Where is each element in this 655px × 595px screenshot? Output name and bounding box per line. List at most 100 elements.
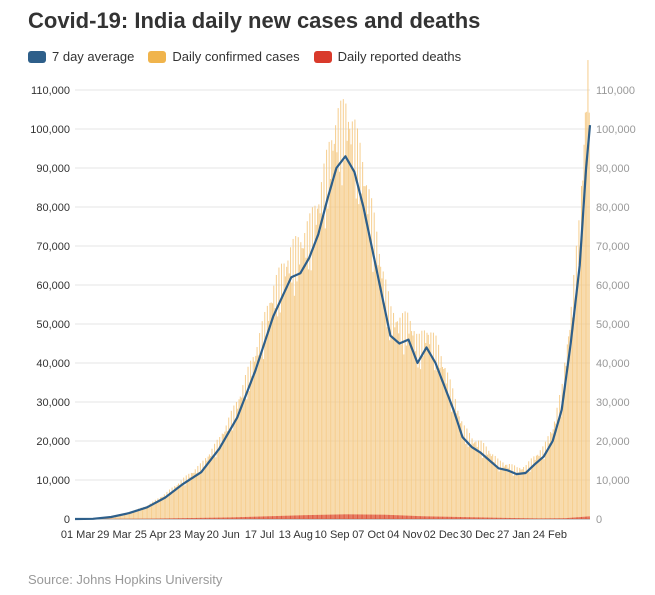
deaths-bar xyxy=(292,515,294,519)
cases-bar xyxy=(488,450,490,519)
deaths-bar xyxy=(212,517,214,519)
cases-bar xyxy=(252,357,254,519)
cases-bar xyxy=(181,484,183,519)
cases-bar xyxy=(453,411,455,519)
cases-bar xyxy=(212,456,214,519)
x-tick-label: 20 Jun xyxy=(207,529,240,541)
deaths-bar xyxy=(587,516,589,519)
deaths-bar xyxy=(479,517,481,519)
cases-bar xyxy=(391,335,393,519)
cases-bar xyxy=(541,457,543,519)
cases-bar xyxy=(286,266,288,519)
cases-bar xyxy=(333,143,335,520)
deaths-bar xyxy=(342,514,344,519)
cases-bar xyxy=(281,263,283,519)
cases-bar xyxy=(205,458,207,519)
cases-bar xyxy=(349,128,351,519)
cases-bar xyxy=(471,438,473,519)
deaths-bar xyxy=(561,518,563,519)
cases-bar xyxy=(516,467,518,519)
cases-bar xyxy=(141,508,143,519)
cases-bar xyxy=(162,496,164,519)
deaths-bar xyxy=(355,514,357,519)
deaths-bar xyxy=(578,517,580,519)
deaths-bar xyxy=(347,514,349,519)
cases-bar xyxy=(555,423,557,519)
deaths-bar xyxy=(395,515,397,519)
cases-bar xyxy=(557,419,559,519)
cases-bar xyxy=(340,100,342,519)
deaths-bar xyxy=(568,517,570,519)
legend-label-daily-deaths: Daily reported deaths xyxy=(337,49,462,64)
cases-bar xyxy=(228,417,230,519)
y-tick-label-right: 20,000 xyxy=(596,436,630,448)
deaths-bar xyxy=(278,515,280,519)
cases-bar xyxy=(326,149,328,520)
deaths-bar xyxy=(449,516,451,519)
cases-bar xyxy=(143,506,145,519)
deaths-bar xyxy=(381,514,383,519)
deaths-bar xyxy=(398,515,400,519)
deaths-bar xyxy=(569,517,571,519)
cases-bar xyxy=(436,370,438,519)
cases-bar xyxy=(503,466,505,519)
deaths-bar xyxy=(456,516,458,519)
y-tick-label-right: 110,000 xyxy=(596,85,635,97)
cases-bar xyxy=(255,355,257,519)
deaths-bar xyxy=(205,517,207,519)
deaths-bar xyxy=(220,517,222,519)
deaths-bar xyxy=(208,517,210,519)
average-line-group xyxy=(74,125,592,521)
deaths-bar xyxy=(167,518,169,519)
cases-bar xyxy=(264,311,266,519)
deaths-bar xyxy=(174,518,176,519)
cases-bar xyxy=(484,456,486,519)
deaths-bar xyxy=(443,516,445,519)
deaths-bar xyxy=(287,515,289,519)
cases-bar xyxy=(266,305,268,519)
cases-bar xyxy=(139,509,141,519)
cases-bar xyxy=(414,351,416,519)
cases-bar xyxy=(308,269,310,519)
cases-bar xyxy=(393,312,395,519)
deaths-bar xyxy=(323,514,325,519)
cases-bar xyxy=(384,302,386,519)
cases-bar xyxy=(354,119,356,519)
cases-bar xyxy=(470,445,472,519)
cases-bar xyxy=(445,383,447,519)
deaths-bar xyxy=(317,514,319,519)
legend-label-7day-average: 7 day average xyxy=(52,49,135,64)
cases-bar xyxy=(420,369,422,519)
deaths-bar xyxy=(194,517,196,519)
deaths-bar xyxy=(228,517,230,519)
cases-bar xyxy=(237,408,239,519)
deaths-bar xyxy=(511,518,513,519)
cases-bar xyxy=(253,361,255,519)
cases-bar xyxy=(319,213,321,519)
deaths-bar xyxy=(436,516,438,519)
deaths-bar xyxy=(471,517,473,519)
cases-bar xyxy=(260,356,262,519)
cases-bar xyxy=(502,462,504,519)
cases-bar xyxy=(387,291,389,519)
deaths-bar xyxy=(368,514,370,519)
cases-bar xyxy=(179,484,181,519)
deaths-bar xyxy=(525,518,527,519)
deaths-bar xyxy=(265,516,267,519)
cases-bar xyxy=(180,480,182,519)
cases-bar xyxy=(543,459,545,519)
deaths-bar xyxy=(235,517,237,519)
cases-bar xyxy=(279,312,281,519)
deaths-bar xyxy=(541,518,543,519)
deaths-bar xyxy=(412,515,414,519)
deaths-bar xyxy=(260,516,262,519)
cases-bar xyxy=(568,336,570,519)
deaths-bar xyxy=(557,518,559,519)
deaths-bar xyxy=(252,516,254,519)
cases-bar xyxy=(121,513,123,519)
cases-bar xyxy=(523,466,525,519)
cases-bar xyxy=(561,383,563,519)
deaths-bar xyxy=(389,514,391,519)
deaths-bar xyxy=(496,517,498,519)
deaths-bar xyxy=(241,517,243,519)
